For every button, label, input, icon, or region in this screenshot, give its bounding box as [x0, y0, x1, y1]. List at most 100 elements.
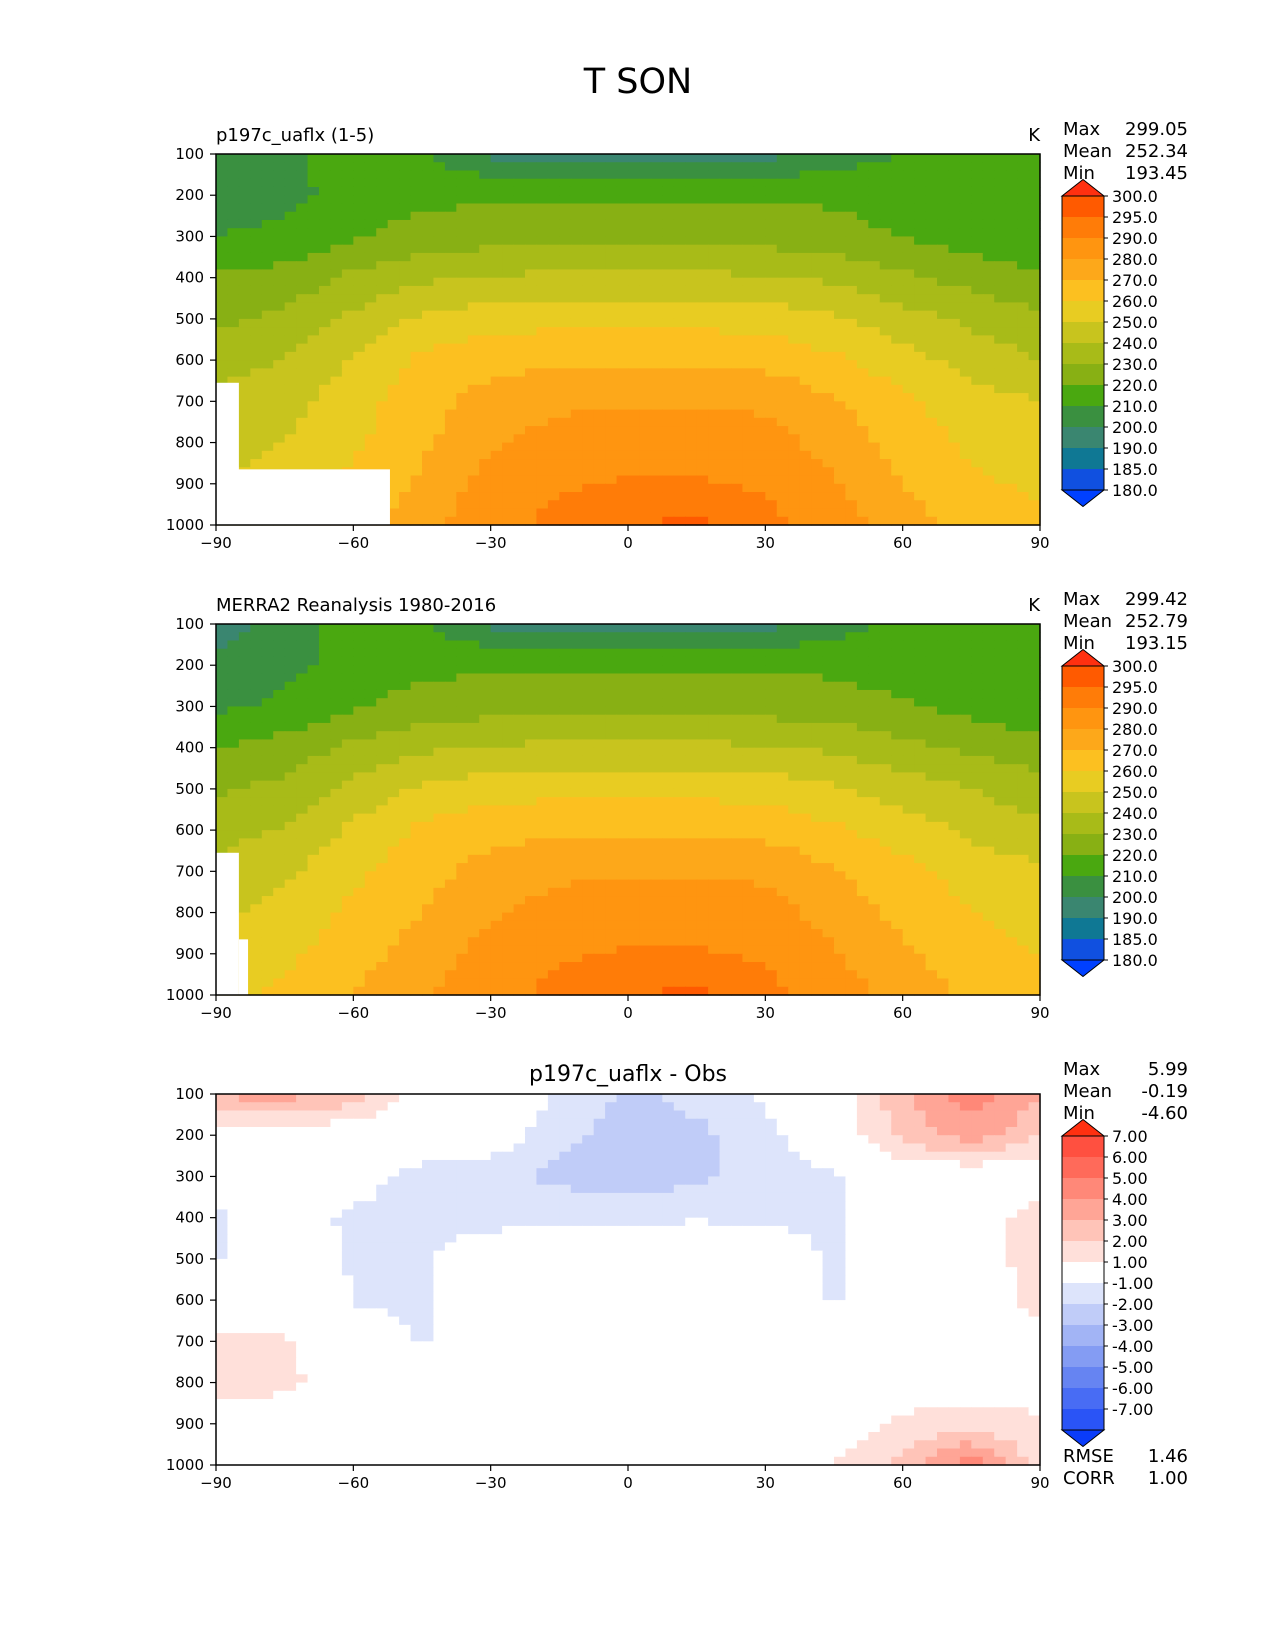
- field-cell: [811, 756, 823, 765]
- field-cell: [1006, 360, 1018, 369]
- field-cell: [800, 311, 812, 320]
- field-cell: [525, 657, 537, 666]
- field-cell: [422, 443, 434, 452]
- field-cell: [411, 352, 423, 361]
- field-cell: [994, 476, 1006, 485]
- field-cell: [376, 632, 388, 641]
- field-cell: [845, 269, 857, 278]
- field-cell: [800, 401, 812, 410]
- field-cell: [903, 649, 915, 658]
- field-cell: [1006, 278, 1018, 287]
- field-cell: [342, 327, 354, 336]
- field-cell: [1017, 706, 1029, 715]
- field-cell: [662, 649, 674, 658]
- field-cell: [708, 764, 720, 773]
- field-cell: [617, 236, 629, 245]
- field-cell: [639, 509, 651, 518]
- field-cell: [479, 673, 491, 682]
- field-cell: [811, 426, 823, 435]
- field-cell: [514, 739, 526, 748]
- field-cell: [697, 772, 709, 781]
- field-cell: [811, 789, 823, 798]
- field-cell: [983, 715, 995, 724]
- field-cell: [697, 500, 709, 509]
- field-cell: [868, 245, 880, 254]
- field-cell: [926, 492, 938, 501]
- field-cell: [765, 797, 777, 806]
- field-cell: [914, 624, 926, 633]
- field-cell: [353, 657, 365, 666]
- field-cell: [491, 756, 503, 765]
- field-cell: [651, 212, 663, 221]
- field-cell: [823, 640, 835, 649]
- field-cell: [834, 385, 846, 394]
- field-cell: [353, 253, 365, 262]
- field-cell: [227, 294, 239, 303]
- field-cell: [800, 418, 812, 427]
- field-cell: [903, 657, 915, 666]
- field-cell: [445, 344, 457, 353]
- field-cell: [559, 335, 571, 344]
- field-cell: [937, 294, 949, 303]
- field-cell: [250, 418, 262, 427]
- field-cell: [514, 484, 526, 493]
- field-cell: [353, 459, 365, 468]
- field-cell: [250, 706, 262, 715]
- field-cell: [1006, 245, 1018, 254]
- field-cell: [937, 212, 949, 221]
- field-cell: [628, 170, 640, 179]
- field-cell: [674, 715, 686, 724]
- field-cell: [845, 154, 857, 163]
- field-cell: [594, 170, 606, 179]
- field-cell: [937, 352, 949, 361]
- field-cell: [239, 789, 251, 798]
- field-cell: [880, 261, 892, 270]
- field-cell: [674, 401, 686, 410]
- field-cell: [1006, 459, 1018, 468]
- field-cell: [273, 393, 285, 402]
- field-cell: [777, 385, 789, 394]
- field-cell: [1029, 228, 1041, 237]
- field-cell: [926, 772, 938, 781]
- field-cell: [651, 401, 663, 410]
- field-cell: [582, 772, 594, 781]
- field-cell: [891, 368, 903, 377]
- field-cell: [788, 286, 800, 295]
- field-cell: [685, 772, 697, 781]
- field-cell: [548, 352, 560, 361]
- field-cell: [948, 723, 960, 732]
- field-cell: [1006, 302, 1018, 311]
- field-cell: [594, 748, 606, 757]
- field-cell: [605, 220, 617, 229]
- field-cell: [926, 451, 938, 460]
- field-cell: [262, 269, 274, 278]
- field-cell: [742, 162, 754, 171]
- field-cell: [239, 286, 251, 295]
- field-cell: [491, 311, 503, 320]
- field-cell: [376, 179, 388, 188]
- field-cell: [754, 624, 766, 633]
- field-cell: [582, 467, 594, 476]
- field-cell: [731, 418, 743, 427]
- field-cell: [411, 294, 423, 303]
- field-cell: [754, 451, 766, 460]
- field-cell: [639, 434, 651, 443]
- field-cell: [628, 261, 640, 270]
- field-cell: [994, 657, 1006, 666]
- field-cell: [411, 179, 423, 188]
- field-cell: [525, 278, 537, 287]
- field-cell: [319, 154, 331, 163]
- field-cell: [948, 484, 960, 493]
- field-cell: [285, 385, 297, 394]
- field-cell: [948, 236, 960, 245]
- field-cell: [262, 781, 274, 790]
- field-cell: [422, 187, 434, 196]
- field-cell: [433, 476, 445, 485]
- field-cell: [880, 302, 892, 311]
- field-cell: [628, 723, 640, 732]
- field-cell: [880, 665, 892, 674]
- field-cell: [765, 632, 777, 641]
- field-cell: [514, 162, 526, 171]
- field-cell: [422, 723, 434, 732]
- field-cell: [285, 278, 297, 287]
